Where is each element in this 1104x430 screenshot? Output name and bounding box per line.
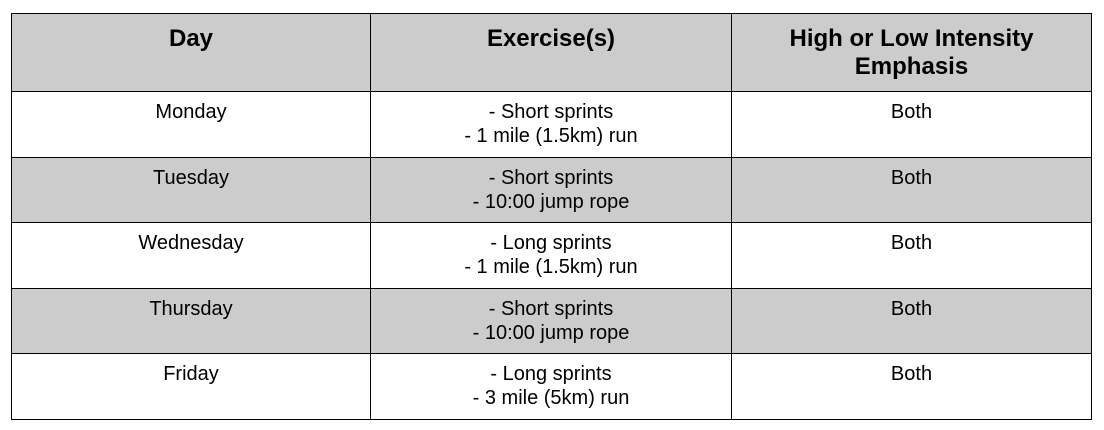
exercise-line: - 3 mile (5km) run (472, 387, 630, 410)
day-cell: Tuesday (11, 156, 371, 224)
table-row: Wednesday - Long sprints - 1 mile (1.5km… (11, 222, 1092, 289)
workout-schedule-table: Day Exercise(s) High or Low Intensity Em… (11, 13, 1092, 420)
day-cell: Wednesday (11, 222, 371, 289)
exercise-line: - Long sprints (490, 232, 612, 255)
exercise-line: - 1 mile (1.5km) run (464, 125, 638, 147)
exercise-cell: - Long sprints - 3 mile (5km) run (370, 353, 732, 420)
table-row: Thursday - Short sprints - 10:00 jump ro… (11, 287, 1092, 355)
column-header-intensity-line2: Emphasis (854, 53, 969, 80)
exercise-line: - Short sprints (488, 297, 614, 320)
exercise-cell: - Long sprints - 1 mile (1.5km) run (370, 222, 732, 289)
intensity-cell: Both (731, 353, 1092, 420)
column-header-intensity-line1: High or Low Intensity (789, 25, 1034, 52)
exercise-cell: - Short sprints - 10:00 jump rope (370, 287, 732, 355)
intensity-cell: Both (731, 287, 1092, 355)
day-cell: Friday (11, 353, 371, 420)
intensity-cell: Both (731, 156, 1092, 224)
column-header-day: Day (11, 13, 371, 92)
exercise-line: - Long sprints (490, 363, 612, 386)
exercise-cell: - Short sprints - 10:00 jump rope (370, 156, 732, 224)
table-row: Friday - Long sprints - 3 mile (5km) run… (11, 353, 1092, 420)
table-row: Monday - Short sprints - 1 mile (1.5km) … (11, 91, 1092, 158)
intensity-cell: Both (731, 222, 1092, 289)
exercise-line: - 10:00 jump rope (472, 190, 630, 213)
exercise-line: - Short sprints (488, 101, 614, 123)
exercise-line: - 10:00 jump rope (472, 321, 630, 344)
column-header-exercises: Exercise(s) (370, 13, 732, 92)
day-cell: Monday (11, 91, 371, 158)
exercise-line: - Short sprints (488, 166, 614, 189)
exercise-line: - 1 mile (1.5km) run (464, 256, 638, 279)
exercise-cell: - Short sprints - 1 mile (1.5km) run (370, 91, 732, 158)
column-header-intensity: High or Low Intensity Emphasis (731, 13, 1092, 92)
intensity-cell: Both (731, 91, 1092, 158)
header-row: Day Exercise(s) High or Low Intensity Em… (11, 13, 1092, 92)
table-row: Tuesday - Short sprints - 10:00 jump rop… (11, 156, 1092, 224)
day-cell: Thursday (11, 287, 371, 355)
